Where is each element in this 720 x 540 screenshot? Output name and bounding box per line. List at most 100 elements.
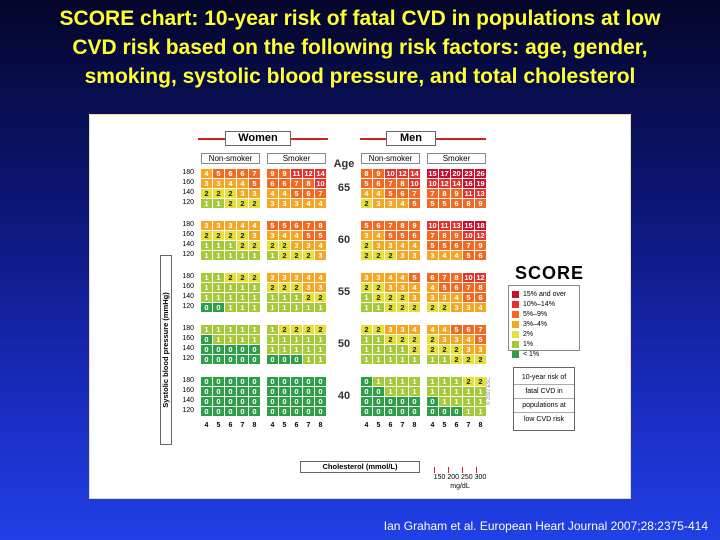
risk-cell: 10 [409, 179, 420, 188]
risk-cell: 0 [291, 397, 302, 406]
risk-cell: 0 [237, 345, 248, 354]
risk-cell: 1 [397, 345, 408, 354]
risk-cell: 8 [397, 179, 408, 188]
risk-cell: 4 [397, 199, 408, 208]
risk-cell: 9 [451, 231, 462, 240]
risk-cell: 3 [463, 303, 474, 312]
risk-cell: 2 [361, 251, 372, 260]
risk-cell: 1 [373, 335, 384, 344]
legend-swatch [512, 320, 519, 328]
risk-cell: 1 [439, 377, 450, 386]
men-header: Men [386, 131, 436, 146]
risk-cell: 0 [213, 407, 224, 416]
bp-label: 120 [182, 251, 194, 258]
risk-cell: 5 [427, 199, 438, 208]
risk-cell: 1 [361, 345, 372, 354]
risk-cell: 2 [315, 293, 326, 302]
legend-item: 5%–9% [512, 309, 576, 319]
risk-cell: 3 [361, 273, 372, 282]
risk-cell: 5 [439, 283, 450, 292]
risk-cell: 2 [315, 325, 326, 334]
risk-cell: 0 [439, 407, 450, 416]
bp-label: 140 [182, 397, 194, 404]
risk-cell: 4 [303, 273, 314, 282]
bp-label: 120 [182, 199, 194, 206]
risk-cell: 1 [237, 325, 248, 334]
cholesterol-label: 6 [388, 422, 393, 429]
legend-item: 1% [512, 339, 576, 349]
risk-cell: 7 [475, 325, 486, 334]
risk-cell: 1 [267, 335, 278, 344]
risk-cell: 3 [373, 199, 384, 208]
risk-cell: 1 [373, 377, 384, 386]
age-label: 60 [337, 234, 351, 246]
men-smoker-header: Smoker [427, 153, 486, 164]
risk-cell: 2 [291, 325, 302, 334]
risk-cell: 1 [315, 345, 326, 354]
risk-cell: 3 [409, 251, 420, 260]
risk-cell: 1 [439, 355, 450, 364]
cholesterol-label: 5 [442, 422, 447, 429]
risk-cell: 7 [427, 189, 438, 198]
risk-cell: 0 [225, 345, 236, 354]
risk-cell: 0 [201, 377, 212, 386]
risk-cell: 1 [213, 251, 224, 260]
risk-cell: 9 [451, 189, 462, 198]
risk-cell: 2 [409, 345, 420, 354]
risk-cell: 5 [385, 231, 396, 240]
risk-cell: 4 [451, 251, 462, 260]
risk-cell: 1 [279, 345, 290, 354]
risk-cell: 0 [267, 377, 278, 386]
risk-cell: 6 [451, 199, 462, 208]
info-line-2: fatal CVD in [514, 385, 574, 399]
legend-swatch [512, 350, 519, 358]
risk-cell: 1 [249, 293, 260, 302]
risk-cell: 5 [409, 199, 420, 208]
risk-cell: 14 [409, 169, 420, 178]
risk-cell: 1 [315, 335, 326, 344]
risk-cell: 1 [291, 293, 302, 302]
risk-cell: 7 [315, 189, 326, 198]
risk-cell: 6 [279, 179, 290, 188]
slide-title: SCORE chart: 10-year risk of fatal CVD i… [0, 4, 720, 91]
risk-cell: 9 [475, 199, 486, 208]
risk-cell: 0 [201, 303, 212, 312]
risk-cell: 0 [279, 397, 290, 406]
legend-swatch [512, 300, 519, 308]
risk-cell: 4 [439, 251, 450, 260]
risk-cell: 1 [237, 303, 248, 312]
mgdl-unit: mg/dL [450, 483, 470, 490]
risk-cell: 0 [201, 407, 212, 416]
risk-cell: 1 [373, 355, 384, 364]
risk-cell: 0 [303, 407, 314, 416]
citation: Ian Graham et al. European Heart Journal… [383, 519, 708, 533]
risk-cell: 0 [373, 407, 384, 416]
risk-cell: 0 [315, 387, 326, 396]
risk-cell: 1 [385, 345, 396, 354]
risk-cell: 6 [267, 179, 278, 188]
risk-cell: 6 [303, 189, 314, 198]
risk-cell: 0 [237, 397, 248, 406]
risk-cell: 13 [451, 221, 462, 230]
risk-cell: 7 [427, 231, 438, 240]
risk-cell: 4 [279, 189, 290, 198]
risk-cell: 5 [385, 189, 396, 198]
risk-cell: 0 [361, 377, 372, 386]
risk-cell: 1 [427, 387, 438, 396]
risk-cell: 2 [475, 355, 486, 364]
risk-cell: 2 [225, 231, 236, 240]
risk-cell: 3 [291, 273, 302, 282]
risk-cell: 4 [475, 303, 486, 312]
title-line-3: smoking, systolic blood pressure, and to… [84, 65, 636, 88]
risk-cell: 0 [303, 377, 314, 386]
info-line-4: low CVD risk [523, 416, 565, 423]
risk-cell: 3 [291, 241, 302, 250]
men-bar-left [360, 138, 386, 140]
risk-cell: 1 [225, 241, 236, 250]
risk-cell: 1 [315, 355, 326, 364]
age-label: 65 [337, 182, 351, 194]
risk-cell: 1 [201, 273, 212, 282]
risk-cell: 1 [279, 303, 290, 312]
risk-cell: 1 [201, 241, 212, 250]
risk-cell: 1 [303, 303, 314, 312]
